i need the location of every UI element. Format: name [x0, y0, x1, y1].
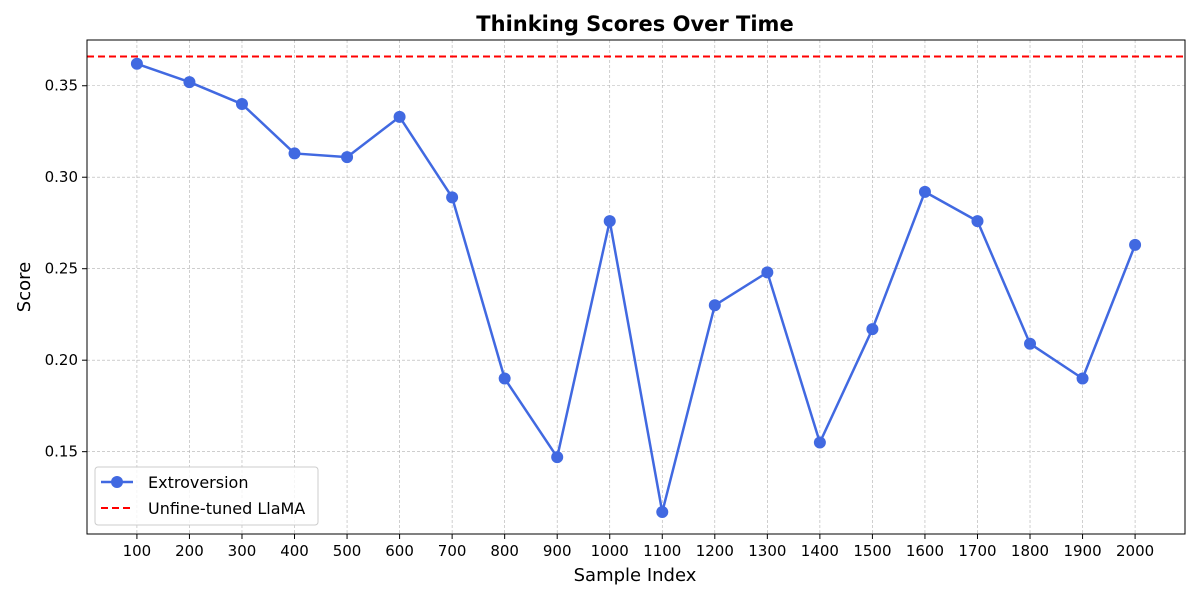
x-tick-label: 300	[228, 542, 257, 560]
x-tick-label: 1100	[643, 542, 681, 560]
data-point	[866, 323, 879, 336]
data-point	[656, 506, 669, 519]
data-point	[971, 215, 984, 228]
y-tick-label: 0.15	[45, 443, 78, 461]
legend-label-extroversion: Extroversion	[148, 473, 248, 492]
y-tick-label: 0.20	[45, 351, 78, 369]
x-tick-label: 100	[123, 542, 152, 560]
x-tick-label: 800	[490, 542, 519, 560]
data-point	[446, 191, 459, 204]
x-tick-label: 1500	[853, 542, 891, 560]
x-axis-label: Sample Index	[574, 565, 697, 586]
x-tick-label: 1000	[591, 542, 629, 560]
x-tick-label: 400	[280, 542, 309, 560]
legend-marker-extroversion	[111, 476, 123, 488]
data-point	[1129, 238, 1142, 251]
x-axis: 100 200 300 400 500 600 700 800 900 1000 1100 1200 1…	[123, 534, 1154, 560]
data-point	[235, 98, 248, 111]
data-point	[708, 299, 721, 312]
x-tick-label: 200	[175, 542, 204, 560]
x-tick-label: 1900	[1063, 542, 1101, 560]
y-tick-label: 0.30	[45, 168, 78, 186]
data-point	[603, 215, 616, 228]
data-point	[761, 266, 774, 279]
x-tick-label: 600	[385, 542, 414, 560]
x-tick-label: 700	[438, 542, 467, 560]
y-tick-label: 0.35	[45, 77, 78, 95]
legend: Extroversion Unfine-tuned LlaMA	[94, 466, 319, 526]
legend-label-unfine-tuned-llama: Unfine-tuned LlaMA	[148, 499, 305, 518]
y-axis-label: Score	[14, 262, 35, 312]
data-point	[130, 57, 143, 70]
data-point	[288, 147, 301, 160]
plot-frame	[86, 39, 1186, 535]
series-layer	[130, 57, 1142, 519]
data-point	[918, 185, 931, 198]
x-tick-label: 1200	[696, 542, 734, 560]
data-point	[813, 436, 826, 449]
legend-box	[94, 466, 319, 526]
data-point	[551, 451, 564, 464]
x-tick-label: 1600	[906, 542, 944, 560]
x-tick-label: 1300	[748, 542, 786, 560]
x-tick-label: 500	[333, 542, 362, 560]
data-point	[341, 151, 354, 164]
chart-title: Thinking Scores Over Time	[476, 12, 793, 36]
data-point	[1024, 337, 1037, 350]
series-line-extroversion	[136, 62, 1137, 514]
y-axis: 0.15 0.20 0.25 0.30 0.35	[45, 77, 87, 461]
data-point	[1076, 372, 1089, 385]
x-tick-label: 1800	[1011, 542, 1049, 560]
x-tick-label: 1700	[958, 542, 996, 560]
y-tick-label: 0.25	[45, 260, 78, 278]
x-tick-label: 2000	[1116, 542, 1154, 560]
data-point	[498, 372, 511, 385]
data-point	[183, 76, 196, 89]
x-tick-label: 900	[543, 542, 572, 560]
x-tick-label: 1400	[801, 542, 839, 560]
data-point	[393, 110, 406, 123]
